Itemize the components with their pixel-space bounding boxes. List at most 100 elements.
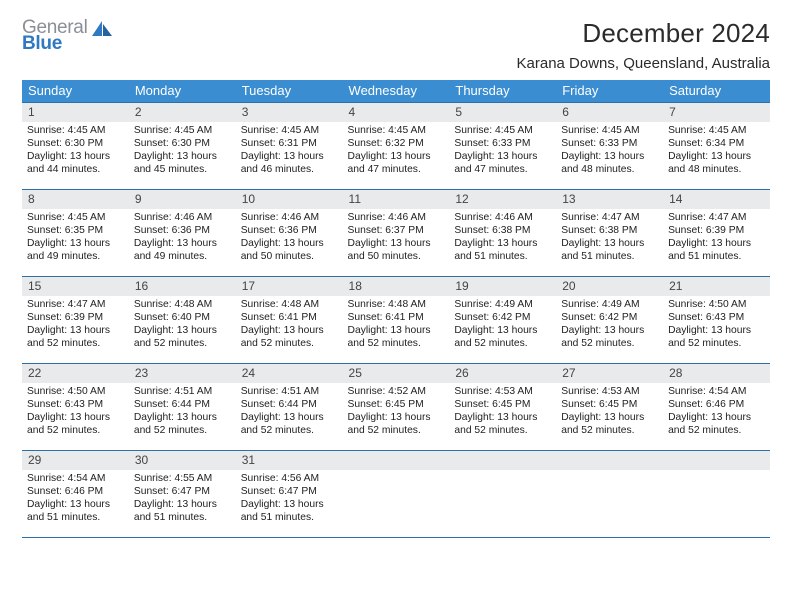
sunset-line: Sunset: 6:36 PM: [134, 224, 232, 237]
day-details: Sunrise: 4:53 AMSunset: 6:45 PMDaylight:…: [556, 383, 663, 439]
sunrise-line: Sunrise: 4:52 AM: [348, 385, 446, 398]
daylight-line: Daylight: 13 hours and 52 minutes.: [561, 324, 659, 350]
sunset-line: Sunset: 6:42 PM: [454, 311, 552, 324]
sunset-line: Sunset: 6:31 PM: [241, 137, 339, 150]
day-number: 2: [129, 103, 236, 122]
day-details: Sunrise: 4:47 AMSunset: 6:38 PMDaylight:…: [556, 209, 663, 265]
day-details: Sunrise: 4:45 AMSunset: 6:32 PMDaylight:…: [343, 122, 450, 178]
day-number: 5: [449, 103, 556, 122]
sunrise-line: Sunrise: 4:45 AM: [561, 124, 659, 137]
sunrise-line: Sunrise: 4:50 AM: [27, 385, 125, 398]
calendar-table: Sunday Monday Tuesday Wednesday Thursday…: [22, 80, 770, 538]
day-number: 30: [129, 451, 236, 470]
day-details: Sunrise: 4:55 AMSunset: 6:47 PMDaylight:…: [129, 470, 236, 526]
col-thursday: Thursday: [449, 80, 556, 103]
day-details: Sunrise: 4:51 AMSunset: 6:44 PMDaylight:…: [236, 383, 343, 439]
sunset-line: Sunset: 6:40 PM: [134, 311, 232, 324]
calendar-cell: [663, 451, 770, 538]
day-number-empty: [663, 451, 770, 470]
sunrise-line: Sunrise: 4:53 AM: [454, 385, 552, 398]
calendar-cell: 1 Sunrise: 4:45 AMSunset: 6:30 PMDaylight…: [22, 103, 129, 190]
calendar-row: 8Sunrise: 4:45 AMSunset: 6:35 PMDaylight…: [22, 190, 770, 277]
day-number: 21: [663, 277, 770, 296]
calendar-cell: 30Sunrise: 4:55 AMSunset: 6:47 PMDayligh…: [129, 451, 236, 538]
day-number: 25: [343, 364, 450, 383]
sunrise-line: Sunrise: 4:46 AM: [348, 211, 446, 224]
sunrise-line: Sunrise: 4:45 AM: [27, 124, 125, 137]
day-details: Sunrise: 4:46 AMSunset: 6:36 PMDaylight:…: [236, 209, 343, 265]
col-tuesday: Tuesday: [236, 80, 343, 103]
calendar-cell: 25Sunrise: 4:52 AMSunset: 6:45 PMDayligh…: [343, 364, 450, 451]
sunset-line: Sunset: 6:36 PM: [241, 224, 339, 237]
day-number: 19: [449, 277, 556, 296]
sunset-line: Sunset: 6:41 PM: [348, 311, 446, 324]
sunset-line: Sunset: 6:46 PM: [27, 485, 125, 498]
daylight-line: Daylight: 13 hours and 52 minutes.: [454, 411, 552, 437]
col-saturday: Saturday: [663, 80, 770, 103]
day-number: 15: [22, 277, 129, 296]
day-number: 18: [343, 277, 450, 296]
day-number: 28: [663, 364, 770, 383]
sunrise-line: Sunrise: 4:46 AM: [134, 211, 232, 224]
calendar-cell: 26 Sunrise: 4:53 AMSunset: 6:45 PMDayligh…: [449, 364, 556, 451]
calendar-cell: 7Sunrise: 4:45 AMSunset: 6:34 PMDaylight…: [663, 103, 770, 190]
day-details: Sunrise: 4:46 AMSunset: 6:37 PMDaylight:…: [343, 209, 450, 265]
calendar-row: 15Sunrise: 4:47 AMSunset: 6:39 PMDayligh…: [22, 277, 770, 364]
sunset-line: Sunset: 6:37 PM: [348, 224, 446, 237]
daylight-line: Daylight: 13 hours and 50 minutes.: [241, 237, 339, 263]
calendar-cell: 15Sunrise: 4:47 AMSunset: 6:39 PMDayligh…: [22, 277, 129, 364]
calendar-cell: 4Sunrise: 4:45 AMSunset: 6:32 PMDaylight…: [343, 103, 450, 190]
calendar-cell: 17Sunrise: 4:48 AMSunset: 6:41 PMDayligh…: [236, 277, 343, 364]
daylight-line: Daylight: 13 hours and 47 minutes.: [348, 150, 446, 176]
day-details: Sunrise: 4:54 AMSunset: 6:46 PMDaylight:…: [663, 383, 770, 439]
calendar-cell: 16Sunrise: 4:48 AMSunset: 6:40 PMDayligh…: [129, 277, 236, 364]
day-number: 27: [556, 364, 663, 383]
sunset-line: Sunset: 6:45 PM: [348, 398, 446, 411]
sunset-line: Sunset: 6:45 PM: [454, 398, 552, 411]
sunrise-line: Sunrise: 4:46 AM: [454, 211, 552, 224]
calendar-cell: 14Sunrise: 4:47 AMSunset: 6:39 PMDayligh…: [663, 190, 770, 277]
sunrise-line: Sunrise: 4:48 AM: [134, 298, 232, 311]
day-number: 10: [236, 190, 343, 209]
calendar-cell: 19Sunrise: 4:49 AMSunset: 6:42 PMDayligh…: [449, 277, 556, 364]
day-details: Sunrise: 4:45 AMSunset: 6:30 PMDaylight:…: [129, 122, 236, 178]
sunset-line: Sunset: 6:47 PM: [134, 485, 232, 498]
sunrise-line: Sunrise: 4:45 AM: [134, 124, 232, 137]
sunset-line: Sunset: 6:34 PM: [668, 137, 766, 150]
daylight-line: Daylight: 13 hours and 44 minutes.: [27, 150, 125, 176]
day-details: Sunrise: 4:48 AMSunset: 6:41 PMDaylight:…: [343, 296, 450, 352]
daylight-line: Daylight: 13 hours and 51 minutes.: [668, 237, 766, 263]
calendar-cell: 2Sunrise: 4:45 AMSunset: 6:30 PMDaylight…: [129, 103, 236, 190]
calendar-cell: 18Sunrise: 4:48 AMSunset: 6:41 PMDayligh…: [343, 277, 450, 364]
calendar-cell: 6Sunrise: 4:45 AMSunset: 6:33 PMDaylight…: [556, 103, 663, 190]
day-number: 1: [22, 103, 129, 122]
sunrise-line: Sunrise: 4:45 AM: [668, 124, 766, 137]
day-number: 23: [129, 364, 236, 383]
daylight-line: Daylight: 13 hours and 52 minutes.: [454, 324, 552, 350]
day-details: Sunrise: 4:45 AMSunset: 6:35 PMDaylight:…: [22, 209, 129, 265]
calendar-cell: 9Sunrise: 4:46 AMSunset: 6:36 PMDaylight…: [129, 190, 236, 277]
day-details: Sunrise: 4:45 AMSunset: 6:33 PMDaylight:…: [556, 122, 663, 178]
sail-icon: [91, 20, 113, 43]
calendar-cell: 8Sunrise: 4:45 AMSunset: 6:35 PMDaylight…: [22, 190, 129, 277]
day-details: Sunrise: 4:52 AMSunset: 6:45 PMDaylight:…: [343, 383, 450, 439]
daylight-line: Daylight: 13 hours and 48 minutes.: [668, 150, 766, 176]
calendar-cell: 10Sunrise: 4:46 AMSunset: 6:36 PMDayligh…: [236, 190, 343, 277]
day-details: Sunrise: 4:54 AMSunset: 6:46 PMDaylight:…: [22, 470, 129, 526]
col-wednesday: Wednesday: [343, 80, 450, 103]
calendar-cell: 20Sunrise: 4:49 AMSunset: 6:42 PMDayligh…: [556, 277, 663, 364]
day-number: 24: [236, 364, 343, 383]
day-number: 9: [129, 190, 236, 209]
day-number: 6: [556, 103, 663, 122]
day-details: Sunrise: 4:49 AMSunset: 6:42 PMDaylight:…: [449, 296, 556, 352]
daylight-line: Daylight: 13 hours and 51 minutes.: [27, 498, 125, 524]
daylight-line: Daylight: 13 hours and 52 minutes.: [668, 411, 766, 437]
sunset-line: Sunset: 6:30 PM: [27, 137, 125, 150]
calendar-cell: 3Sunrise: 4:45 AMSunset: 6:31 PMDaylight…: [236, 103, 343, 190]
daylight-line: Daylight: 13 hours and 51 minutes.: [454, 237, 552, 263]
day-number: 26: [449, 364, 556, 383]
calendar-body: 1Sunrise: 4:45 AMSunset: 6:30 PMDaylight…: [22, 103, 770, 538]
day-number: 4: [343, 103, 450, 122]
sunset-line: Sunset: 6:47 PM: [241, 485, 339, 498]
day-number-empty: [449, 451, 556, 470]
